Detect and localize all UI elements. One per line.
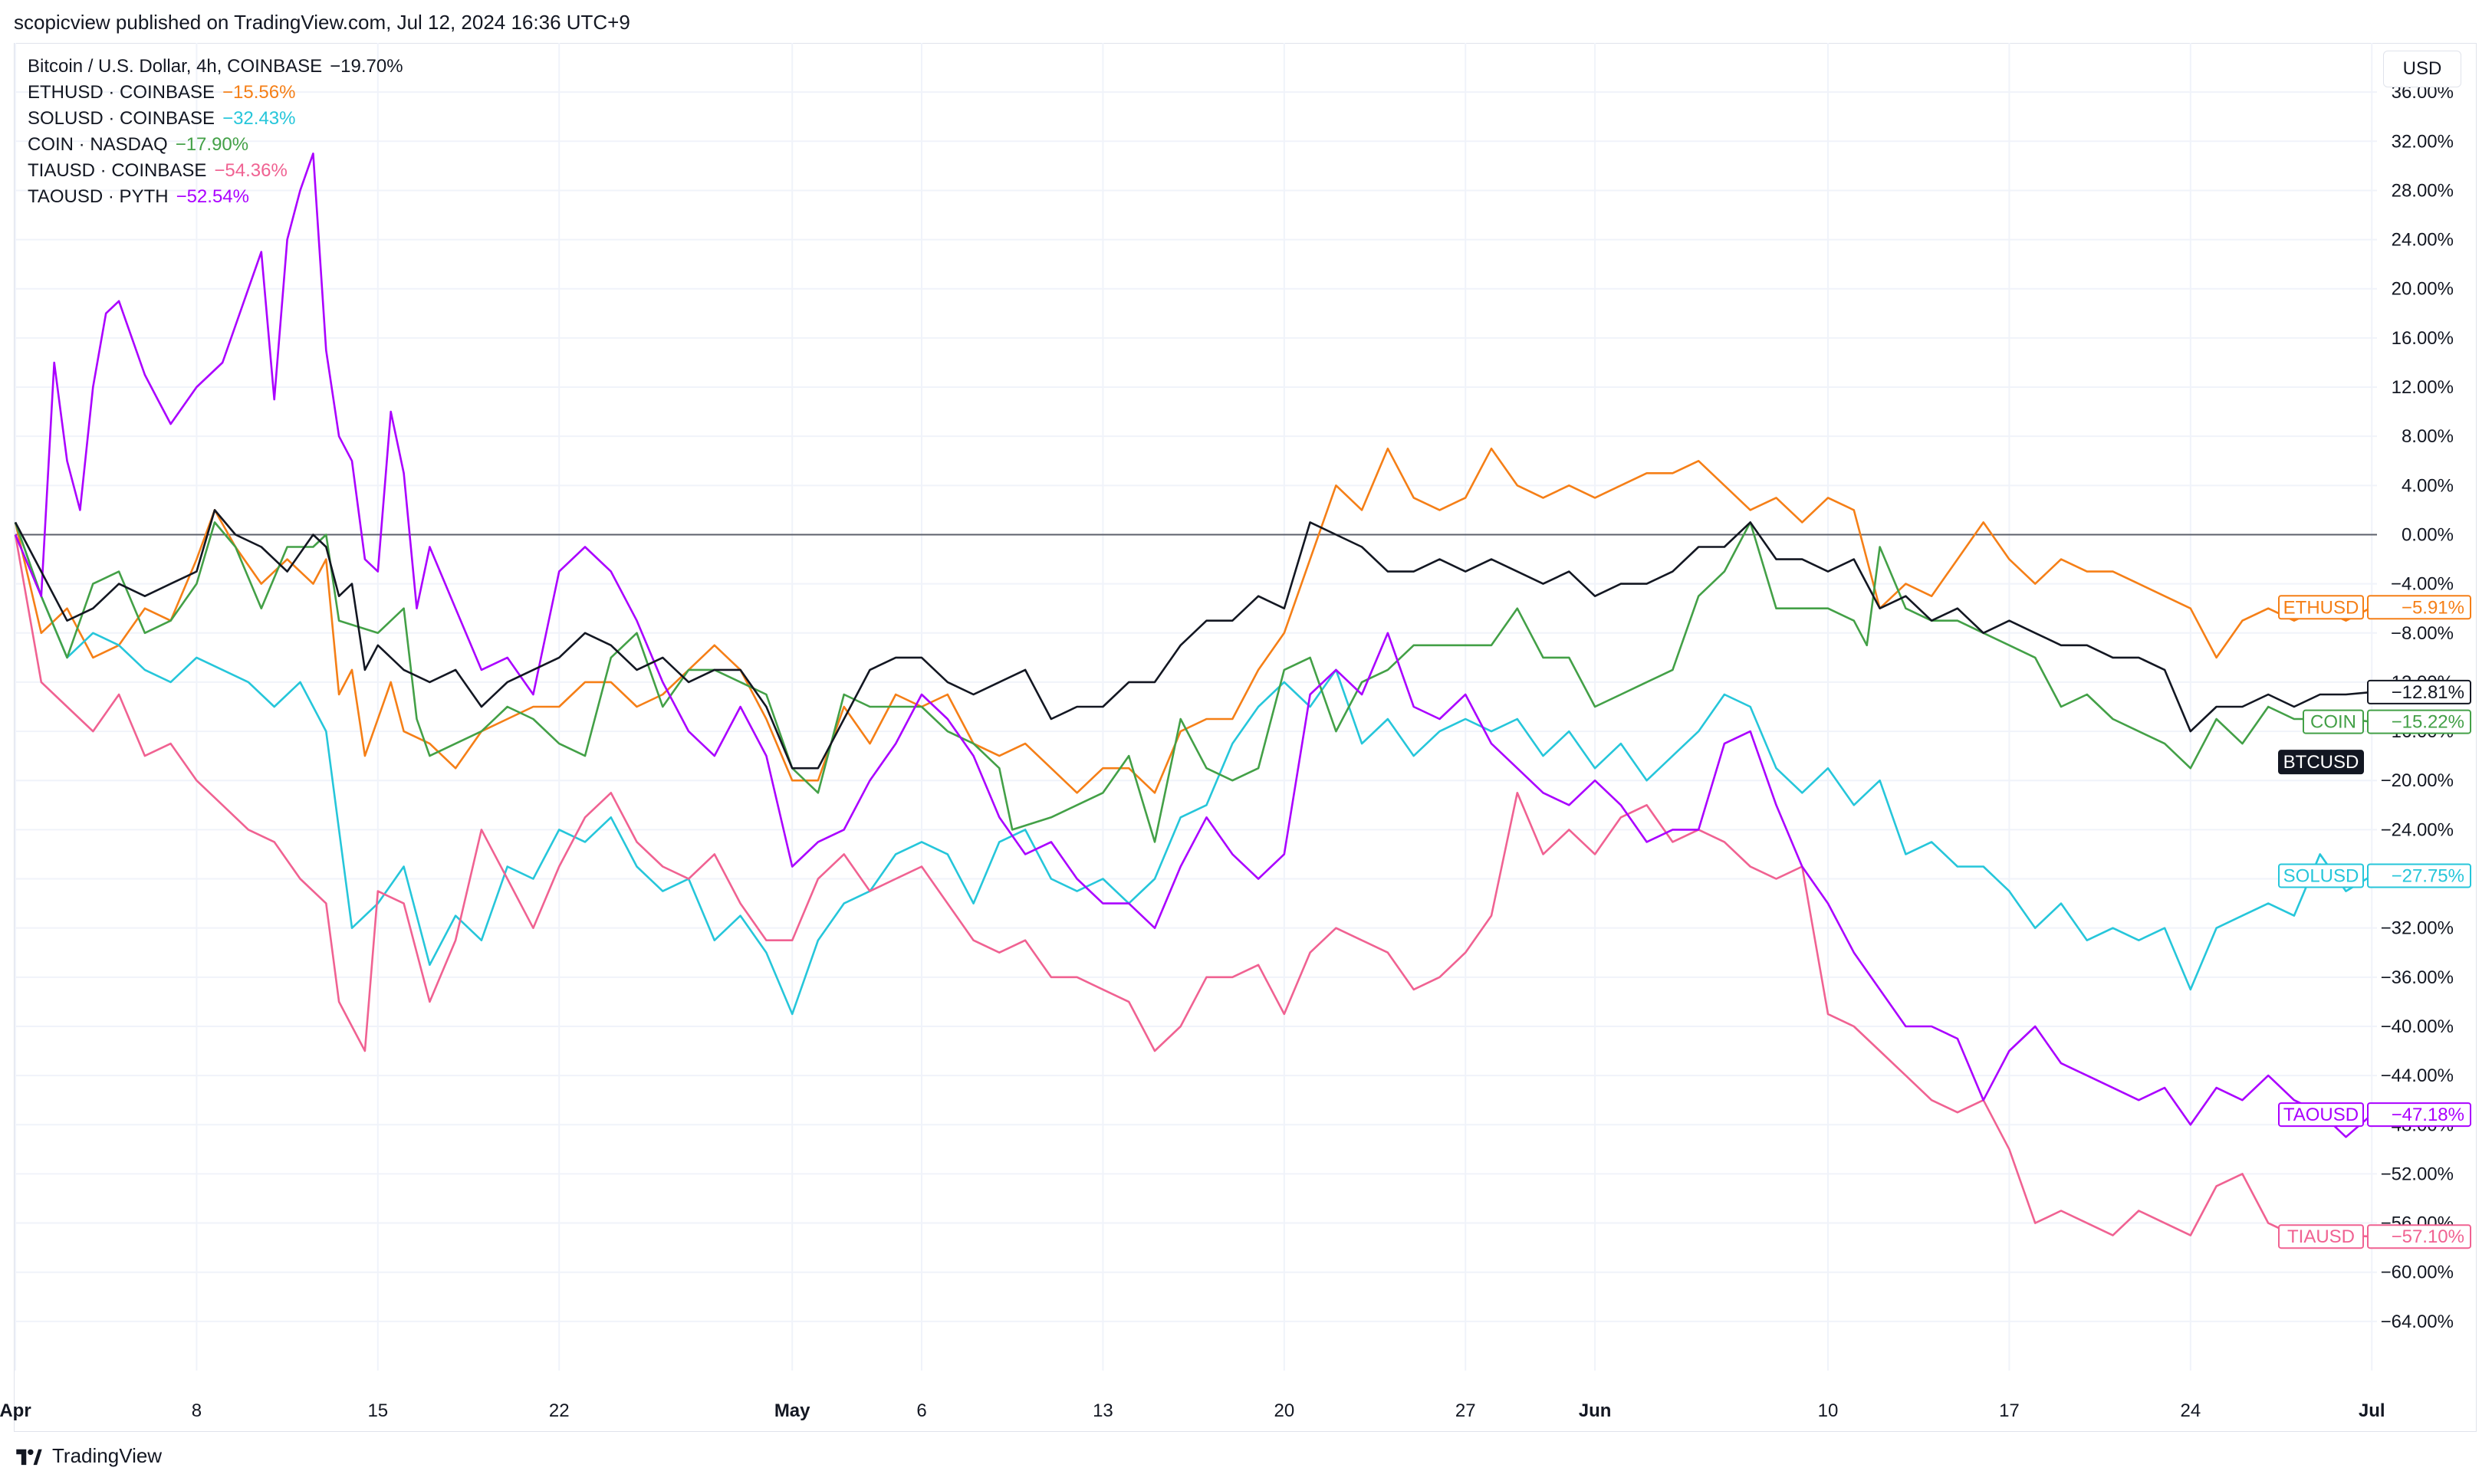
y-tick-label: 4.00% — [2402, 475, 2454, 496]
series-line-ethusd — [14, 447, 2372, 794]
y-tick-label: 20.00% — [2392, 279, 2454, 300]
last-value-text-coin: −15.22% — [2392, 712, 2464, 733]
x-tick-label: Jul — [2359, 1400, 2385, 1421]
y-tick-label: −32.00% — [2381, 918, 2454, 939]
x-tick-label: Jun — [1579, 1400, 1612, 1421]
currency-selector[interactable]: USD — [2383, 51, 2461, 87]
last-value-text-tiausd: −57.10% — [2392, 1226, 2464, 1247]
y-tick-label: −36.00% — [2381, 967, 2454, 988]
last-value-box-solusd — [2367, 863, 2471, 888]
last-value-box-btcusd — [2367, 679, 2471, 704]
last-value-text-taousd: −47.18% — [2392, 1105, 2464, 1125]
legend-item-tiausd[interactable]: TIAUSD · COINBASE −54.36% — [28, 158, 403, 184]
y-tick-label: −24.00% — [2381, 819, 2454, 840]
series-line-taousd — [14, 153, 2373, 1138]
x-tick-label: 24 — [2180, 1400, 2201, 1421]
x-tick-label: 13 — [1093, 1400, 1113, 1421]
y-tick-label: 28.00% — [2392, 180, 2454, 201]
y-tick-label: 0.00% — [2402, 524, 2454, 545]
series-line-btcusd — [14, 509, 2372, 770]
tradingview-logo-icon — [16, 1449, 42, 1465]
series-layer — [14, 153, 2373, 1238]
series-tag-text-solusd: SOLUSD — [2283, 866, 2359, 887]
x-tick-label: 17 — [1999, 1400, 2020, 1421]
x-tick-label: 8 — [192, 1400, 202, 1421]
grid-layer — [15, 43, 2377, 1371]
last-value-labels: −5.91% ETHUSD −27.75% SOLUSD −15.22% COIN −57.… — [2278, 595, 2471, 1249]
series-tag-box-coin — [2303, 709, 2364, 734]
series-line-coin — [14, 521, 2372, 843]
series-tag-text-ethusd: ETHUSD — [2283, 597, 2359, 618]
x-tick-label: 15 — [367, 1400, 388, 1421]
last-value-box-tiausd — [2367, 1224, 2471, 1249]
y-tick-label: −4.00% — [2391, 574, 2454, 595]
x-axis: Apr 8 15 22 May 6 13 20 27 Jun 10 17 24 Jul — [0, 1400, 2385, 1421]
legend-name: COIN · NASDAQ — [28, 134, 168, 155]
legend-item-coin[interactable]: COIN · NASDAQ −17.90% — [28, 132, 403, 158]
legend-name: TIAUSD · COINBASE — [28, 160, 207, 181]
y-tick-label: −44.00% — [2381, 1065, 2454, 1086]
legend-name: ETHUSD · COINBASE — [28, 82, 215, 103]
legend-value: −19.70% — [330, 56, 403, 77]
y-tick-label: 24.00% — [2392, 230, 2454, 251]
legend-item-btcusd[interactable]: Bitcoin / U.S. Dollar, 4h, COINBASE −19.7… — [28, 54, 403, 80]
legend-value: −15.56% — [222, 82, 296, 103]
x-tick-label: 6 — [916, 1400, 926, 1421]
last-value-box-coin — [2367, 709, 2471, 734]
y-tick-label: −8.00% — [2391, 623, 2454, 644]
series-line-solusd — [14, 521, 2372, 1016]
x-tick-label: 20 — [1274, 1400, 1294, 1421]
legend-value: −17.90% — [175, 134, 249, 155]
last-value-text-ethusd: −5.91% — [2402, 597, 2464, 618]
legend: Bitcoin / U.S. Dollar, 4h, COINBASE −19.7… — [28, 54, 403, 210]
legend-value: −54.36% — [214, 160, 288, 181]
series-tag-text-btcusd: BTCUSD — [2283, 752, 2359, 773]
legend-item-ethusd[interactable]: ETHUSD · COINBASE −15.56% — [28, 80, 403, 106]
series-tag-box-tiausd — [2278, 1224, 2364, 1249]
series-tag-text-tiausd: TIAUSD — [2287, 1226, 2355, 1247]
y-tick-label: −40.00% — [2381, 1016, 2454, 1037]
y-tick-label: 32.00% — [2392, 131, 2454, 152]
legend-name: TAOUSD · PYTH — [28, 186, 169, 207]
legend-item-taousd[interactable]: TAOUSD · PYTH −52.54% — [28, 184, 403, 210]
series-tag-box-ethusd — [2278, 595, 2364, 620]
x-tick-label: 27 — [1455, 1400, 1476, 1421]
footer-brand-text: TradingView — [52, 1444, 163, 1467]
legend-name: Bitcoin / U.S. Dollar, 4h, COINBASE — [28, 56, 323, 77]
legend-value: −52.54% — [176, 186, 249, 207]
x-tick-label: Apr — [0, 1400, 31, 1421]
legend-item-solusd[interactable]: SOLUSD · COINBASE −32.43% — [28, 106, 403, 132]
x-tick-label: 10 — [1818, 1400, 1839, 1421]
publisher-caption: scopicview published on TradingView.com,… — [14, 11, 630, 34]
x-tick-label: 22 — [549, 1400, 570, 1421]
y-tick-label: 16.00% — [2392, 328, 2454, 349]
last-value-box-taousd — [2367, 1102, 2471, 1128]
x-tick-label: May — [774, 1400, 810, 1421]
y-tick-label: 12.00% — [2392, 377, 2454, 398]
last-value-text-solusd: −27.75% — [2392, 866, 2464, 887]
chart-frame[interactable] — [14, 43, 2477, 1432]
y-tick-label: −64.00% — [2381, 1312, 2454, 1332]
y-tick-label: −20.00% — [2381, 770, 2454, 791]
y-axis: 36.00%32.00%28.00%24.00%20.00%16.00%12.0… — [2381, 82, 2454, 1332]
series-tag-box-btcusd — [2278, 750, 2364, 775]
series-line-tiausd — [14, 534, 2372, 1238]
legend-name: SOLUSD · COINBASE — [28, 108, 215, 129]
series-tag-text-coin: COIN — [2310, 712, 2356, 733]
legend-value: −32.43% — [222, 108, 296, 129]
series-tag-text-taousd: TAOUSD — [2283, 1105, 2359, 1125]
footer-brand[interactable]: TradingView — [14, 1444, 162, 1468]
y-tick-label: −52.00% — [2381, 1164, 2454, 1184]
last-value-text-btcusd: −12.81% — [2392, 682, 2464, 703]
series-tag-box-taousd — [2278, 1102, 2364, 1128]
y-tick-label: −60.00% — [2381, 1262, 2454, 1283]
last-value-box-ethusd — [2367, 595, 2471, 620]
y-tick-label: 8.00% — [2402, 426, 2454, 447]
series-tag-box-solusd — [2278, 863, 2364, 888]
